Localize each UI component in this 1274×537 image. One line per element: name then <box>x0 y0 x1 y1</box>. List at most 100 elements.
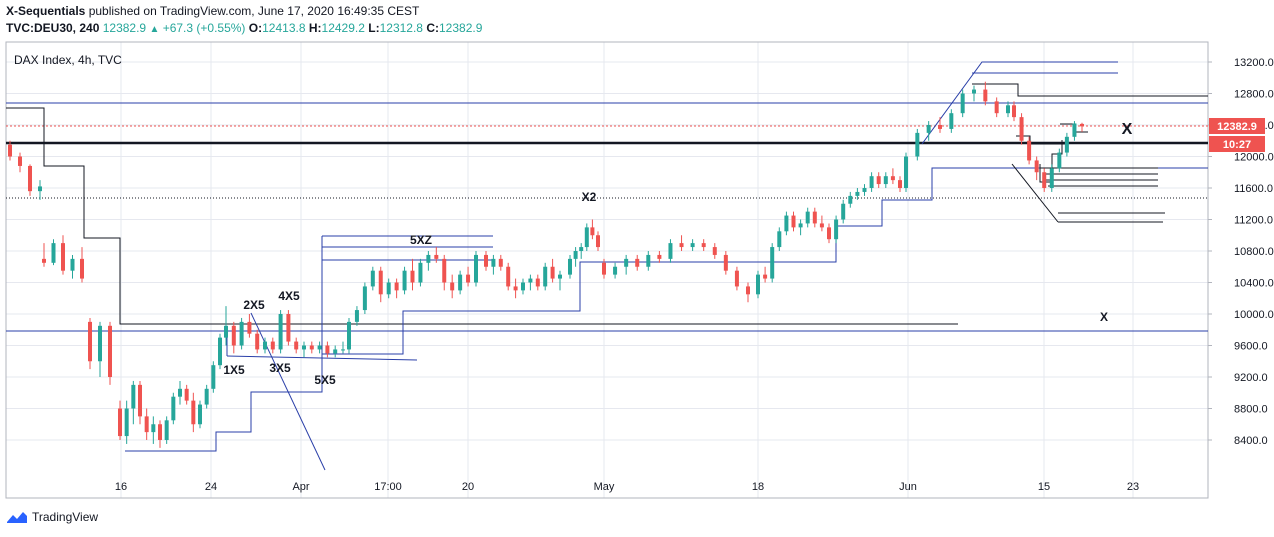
candle-body <box>191 400 196 425</box>
close-label: C: <box>426 21 439 35</box>
candle-body <box>402 270 407 291</box>
chart-grid <box>6 42 1208 498</box>
open-label: O: <box>248 21 263 35</box>
chart-legend-title: DAX Index, 4h, TVC <box>14 53 122 67</box>
candle-body <box>949 113 954 129</box>
candle-body <box>613 266 618 275</box>
candle-body <box>602 262 606 275</box>
candle-body <box>317 345 322 350</box>
candle-body <box>701 243 706 248</box>
black-diagonal <box>1011 163 1059 223</box>
candle-body <box>798 223 803 228</box>
candle-body <box>777 231 782 248</box>
candle-body <box>198 404 202 425</box>
candle-body <box>204 388 209 405</box>
candle-body <box>898 180 902 188</box>
candle-body <box>347 321 351 350</box>
candle-body <box>983 89 988 102</box>
annotation-label: X <box>1122 121 1133 138</box>
candle-body <box>723 254 728 271</box>
candle-body <box>378 270 383 295</box>
candle-body <box>42 258 46 263</box>
candle-body <box>498 258 503 267</box>
candle-body <box>521 282 525 291</box>
time-tick-label: 16 <box>115 481 127 493</box>
chart-annotations: X2 5XZ 2X5 4X5 1X5 3X5 5X5 X X <box>223 121 1132 387</box>
candle-body <box>294 341 299 350</box>
price-chart[interactable]: DAX Index, 4h, TVC 13200.012800.012400.0… <box>0 40 1274 502</box>
candle-body <box>668 243 673 259</box>
candle-body <box>144 416 149 433</box>
candle-body <box>690 243 695 248</box>
candle-body <box>286 314 291 342</box>
candle-body <box>426 254 431 263</box>
candle-body <box>513 286 518 291</box>
candle-body <box>450 282 455 291</box>
candle-body <box>938 125 942 129</box>
candle-body <box>746 286 750 295</box>
candle-body <box>325 345 330 354</box>
candle-body <box>763 274 768 279</box>
candle-body <box>354 310 359 322</box>
time-tick-label: 15 <box>1038 481 1050 493</box>
candle-body <box>410 270 415 283</box>
trend-line <box>250 312 326 471</box>
candle-body <box>118 408 122 437</box>
time-tick-label: 17:00 <box>374 481 402 493</box>
candle-body <box>1064 136 1069 153</box>
candle-body <box>1049 168 1054 188</box>
candle-body <box>770 247 775 279</box>
candle-body <box>171 396 176 421</box>
price-tick-label: 10400.0 <box>1234 278 1274 290</box>
candle-body <box>231 325 236 346</box>
published-text: published on TradingView.com, June 17, 2… <box>85 4 420 18</box>
annotation-label: 5X5 <box>314 373 336 387</box>
annotation-label: 2X5 <box>243 298 265 312</box>
candle-body <box>862 188 867 192</box>
candle-body <box>841 203 846 220</box>
candle-body <box>855 191 860 196</box>
change-value: +67.3 (+0.55%) <box>162 21 246 35</box>
candle-body <box>972 89 976 94</box>
time-tick-label: 18 <box>752 481 764 493</box>
candle-body <box>1019 117 1024 141</box>
price-tick-label: 12800.0 <box>1234 89 1274 101</box>
annotation-label: 5XZ <box>410 233 432 247</box>
candle-body <box>224 325 228 338</box>
candle-body <box>904 156 908 188</box>
price-tick-label: 12000.0 <box>1234 152 1274 164</box>
annotation-label: X <box>1100 310 1108 324</box>
price-tick-label: 8400.0 <box>1234 435 1268 447</box>
candle-body <box>309 345 314 350</box>
time-axis: 16 24 Apr 17:00 20 May 18 Jun 15 23 <box>115 481 1139 493</box>
candle-body <box>108 325 112 377</box>
candle-body <box>386 282 391 295</box>
candle-body <box>590 227 595 236</box>
candle-body <box>712 247 717 255</box>
candle-series <box>8 81 1084 448</box>
candle-body <box>491 258 496 267</box>
candle-body <box>1034 160 1039 173</box>
candle-body <box>1072 123 1077 137</box>
price-value: 12382.9 <box>102 21 147 35</box>
candle-body <box>756 274 760 295</box>
countdown-tag-text: 10:27 <box>1223 139 1251 151</box>
candle-body <box>8 144 12 157</box>
candle-body <box>791 215 796 228</box>
candle-body <box>164 420 169 440</box>
candle-body <box>635 258 640 267</box>
chart-drawings <box>6 61 1208 471</box>
candle-body <box>362 286 367 311</box>
candle-body <box>1006 105 1010 114</box>
candle-body <box>506 266 511 287</box>
candle-body <box>341 349 345 351</box>
candle-body <box>28 165 32 192</box>
ohlc-header: TVC:DEU30, 240 12382.9 ▲ +67.3 (+0.55%) … <box>6 21 482 35</box>
candle-body <box>1012 105 1016 118</box>
candle-body <box>573 251 578 259</box>
candle-body <box>994 101 999 114</box>
candle-body <box>138 384 142 417</box>
tradingview-footer[interactable]: TradingView <box>6 510 98 524</box>
candle-body <box>70 258 75 271</box>
black-step-line <box>6 107 958 325</box>
